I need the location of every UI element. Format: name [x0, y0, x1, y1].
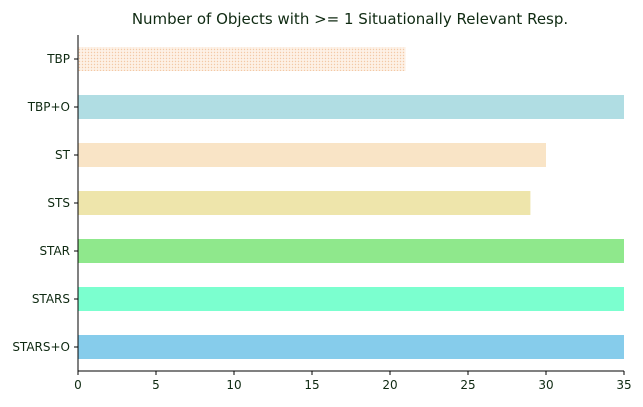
- y-tick-label: TBP: [46, 52, 70, 66]
- x-axis: 0 5 10 15 20 25 30 35: [74, 370, 632, 392]
- bars-layer: [78, 47, 624, 359]
- y-tick-label: STARS+O: [12, 340, 70, 354]
- y-tick-label: STS: [47, 196, 70, 210]
- x-tick-label: 0: [74, 378, 82, 392]
- x-tick-label: 5: [152, 378, 160, 392]
- bar-stars: [78, 287, 624, 311]
- x-tick-label: 10: [226, 378, 241, 392]
- y-axis: TBP TBP+O ST STS STAR STARS STARS+O: [12, 35, 79, 371]
- y-tick-label: TBP+O: [27, 100, 70, 114]
- y-tick-label: STAR: [39, 244, 70, 258]
- bar-stars-o: [78, 335, 624, 359]
- bar-tbp-o: [78, 95, 624, 119]
- bar-sts: [78, 191, 531, 215]
- bar-tbp: [78, 47, 406, 71]
- x-tick-label: 15: [304, 378, 319, 392]
- chart-title: Number of Objects with >= 1 Situationall…: [132, 10, 568, 28]
- bar-st: [78, 143, 546, 167]
- x-tick-label: 20: [382, 378, 397, 392]
- x-tick-label: 30: [538, 378, 553, 392]
- y-tick-label: ST: [55, 148, 71, 162]
- y-tick-label: STARS: [32, 292, 70, 306]
- x-tick-label: 35: [616, 378, 631, 392]
- x-tick-label: 25: [460, 378, 475, 392]
- bar-star: [78, 239, 624, 263]
